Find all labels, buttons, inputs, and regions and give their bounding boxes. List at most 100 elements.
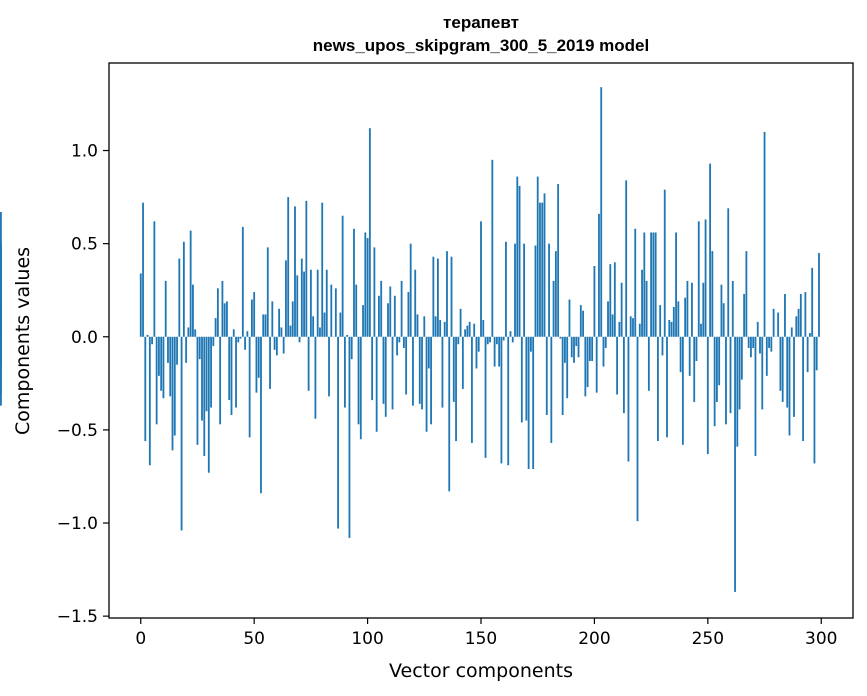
bar-207 [609, 264, 612, 337]
bar-86 [334, 288, 337, 337]
bar-290 [797, 308, 800, 337]
bar-154 [489, 336, 491, 343]
bar-180 [548, 243, 550, 337]
bar-159 [500, 336, 503, 464]
bar-46 [244, 336, 247, 350]
bar-23 [192, 284, 194, 337]
bar-214 [625, 180, 628, 337]
bar-233 [668, 320, 671, 337]
bar-37 [223, 303, 226, 337]
bar-93 [350, 336, 353, 360]
bar-213 [622, 336, 625, 414]
bar-20 [185, 336, 188, 363]
bar-50 [253, 292, 256, 337]
bar-200 [593, 266, 596, 337]
bar-series [0, 87, 820, 592]
bar-138 [452, 336, 455, 402]
bar-115 [400, 280, 403, 337]
bar-108 [384, 336, 387, 417]
bar-238 [679, 336, 682, 373]
bar-126 [425, 336, 428, 432]
bar-263 [736, 336, 739, 447]
bar-196 [584, 336, 587, 397]
y-axis-ticks: −1.5 −1.0 −0.5 0.0 0.5 1.0 [57, 142, 109, 627]
bar-148 [475, 336, 478, 369]
bar-298 [815, 336, 818, 371]
bar-235 [672, 306, 675, 337]
bar-237 [677, 301, 680, 337]
bar-12 [167, 336, 169, 363]
bar-36 [221, 280, 224, 337]
bar-34 [216, 288, 219, 337]
bar-101 [368, 128, 371, 337]
bar-212 [620, 282, 623, 337]
bar-219 [636, 336, 639, 522]
bar-297 [813, 336, 816, 464]
bar-100 [366, 238, 369, 337]
bar-249 [704, 219, 707, 337]
bar-191 [573, 336, 575, 363]
bar-158 [498, 336, 501, 367]
bar-104 [375, 336, 378, 432]
bar-88 [339, 312, 342, 337]
bar-146 [471, 336, 473, 443]
bar-118 [407, 292, 410, 337]
bar-254 [715, 336, 718, 402]
bar-215 [627, 336, 630, 462]
bar-49 [250, 299, 253, 337]
bar-76 [312, 316, 315, 337]
bar-140 [457, 336, 460, 345]
bar-4 [148, 336, 151, 466]
bar-undefined [0, 336, 2, 406]
bar-236 [675, 232, 677, 337]
bar-70 [298, 336, 301, 343]
bar-55 [264, 314, 267, 337]
bar-68 [294, 206, 296, 337]
bar-83 [328, 336, 330, 397]
bar-190 [570, 336, 573, 358]
bar-139 [455, 336, 457, 442]
bar-45 [241, 226, 244, 337]
x-tick-label: 250 [692, 629, 724, 649]
bar-286 [788, 336, 791, 436]
bar-217 [632, 318, 634, 337]
bar-187 [564, 336, 566, 363]
bar-221 [641, 269, 643, 337]
bar-102 [371, 336, 374, 401]
bar-62 [280, 327, 283, 337]
bar-178 [543, 193, 546, 337]
bar-276 [765, 336, 768, 376]
bar-116 [402, 336, 405, 348]
bar-247 [700, 323, 702, 337]
bar-133 [441, 336, 444, 408]
bar-66 [289, 325, 292, 337]
bar-144 [466, 325, 469, 337]
bar-40 [230, 336, 233, 415]
bar-10 [162, 336, 165, 399]
bar-6 [153, 221, 156, 337]
bar-137 [450, 256, 453, 337]
bar-177 [541, 202, 544, 337]
bar-292 [802, 336, 805, 442]
bar-31 [210, 336, 212, 408]
bar-78 [316, 269, 319, 337]
bar-270 [752, 336, 755, 348]
bar-166 [516, 176, 519, 337]
bar-106 [380, 280, 383, 337]
bar-5 [151, 336, 154, 345]
bar-38 [226, 301, 228, 337]
bar-122 [416, 314, 419, 337]
bar-8 [157, 336, 160, 376]
bar-186 [561, 336, 564, 415]
x-tick-label: 0 [135, 629, 146, 649]
bar-95 [355, 284, 358, 337]
bar-129 [432, 256, 435, 337]
bar-74 [307, 336, 310, 391]
bar-252 [711, 251, 714, 337]
bar-289 [795, 316, 798, 337]
bar-75 [309, 269, 312, 337]
bar-257 [722, 303, 725, 337]
bar-282 [779, 336, 782, 391]
bar-29 [205, 336, 208, 412]
bar-125 [423, 316, 426, 337]
